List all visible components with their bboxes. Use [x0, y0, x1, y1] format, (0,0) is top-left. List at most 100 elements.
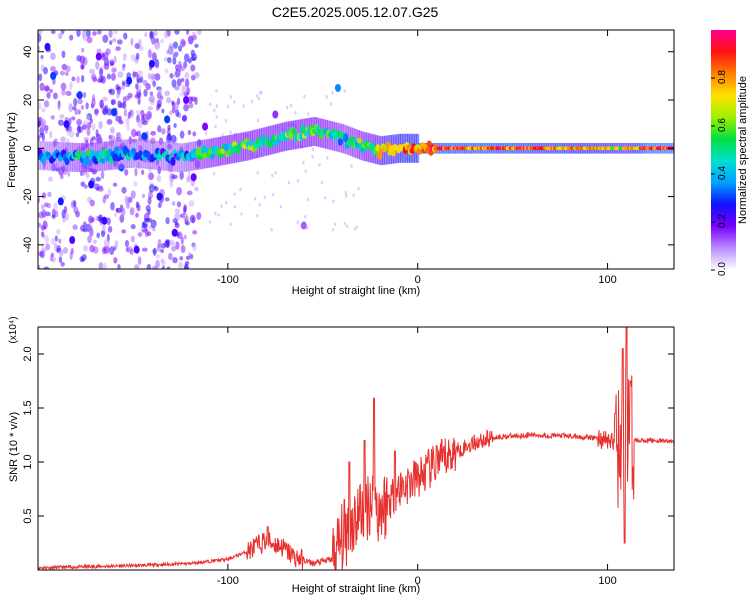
spectrogram-speckle — [111, 67, 117, 73]
spectrogram-ridge-mark — [90, 149, 96, 158]
spectrogram-speckle — [120, 207, 126, 217]
spectrogram-speckle — [330, 102, 333, 106]
spectrogram-y-tick-label: 40 — [22, 46, 34, 58]
spectrogram-speckle — [169, 110, 173, 116]
spectrogram-blob — [272, 110, 279, 119]
spectrogram-speckle — [102, 107, 108, 116]
spectrogram-ridge-mark — [209, 153, 215, 160]
spectrogram-speckle — [160, 95, 164, 101]
spectrogram-speckle — [102, 195, 107, 204]
spectrogram-speckle — [102, 246, 107, 255]
spectrogram-speckle — [121, 186, 127, 194]
spectrogram-speckle — [67, 171, 71, 177]
spectrogram-speckle — [114, 212, 118, 218]
spectrogram-speckle — [90, 73, 97, 80]
spectrogram-halo — [85, 143, 89, 173]
spectrogram-speckle — [103, 62, 110, 70]
spectrogram-speckle — [38, 102, 42, 110]
spectrogram-speckle — [116, 92, 120, 99]
spectrogram-speckle — [53, 242, 58, 252]
spectrogram-speckle — [150, 130, 156, 136]
spectrogram-speckle — [60, 30, 65, 35]
spectrogram-blob — [126, 76, 133, 85]
colorbar: 0.0 0.2 0.4 0.6 0.8 Normalized spectral ampl… — [711, 30, 749, 276]
spectrogram-speckle — [157, 239, 162, 249]
spectrogram-speckle — [50, 52, 56, 61]
snr-y-axis: 0.5 1.0 1.5 2.0 — [22, 346, 674, 524]
spectrogram-ridge-mark — [218, 152, 224, 159]
spectrogram-speckle — [137, 232, 143, 237]
spectrogram-speckle — [161, 266, 165, 269]
spectrogram-speckle — [164, 197, 170, 202]
spectrogram-speckle — [271, 192, 275, 197]
spectrogram-speckle — [129, 109, 135, 118]
spectrogram-speckle — [326, 156, 329, 160]
spectrogram-speckle — [181, 114, 187, 122]
spectrogram-speckle — [144, 32, 148, 38]
spectrogram-speckle — [161, 259, 166, 268]
spectrogram-speckle — [88, 224, 93, 230]
spectrogram-speckle — [137, 120, 144, 129]
spectrogram-blob — [202, 122, 209, 131]
spectrogram-speckle — [325, 95, 328, 99]
spectrogram-speckle — [152, 80, 157, 87]
spectrogram-speckle — [113, 257, 118, 264]
snr-scale-label: (x10⁴) — [8, 316, 19, 343]
spectrogram-speckle — [124, 195, 129, 204]
spectrogram-speckle — [214, 124, 217, 129]
spectrogram-speckle — [129, 207, 135, 216]
spectrogram-speckle — [100, 52, 105, 58]
spectrogram-speckle — [174, 85, 180, 91]
spectrogram-x-tick-label: 100 — [598, 274, 616, 286]
snr-y-tick-label: 2.0 — [22, 346, 34, 361]
spectrogram-speckle — [221, 133, 224, 137]
spectrogram-speckle — [113, 30, 118, 35]
snr-x-axis: -100 0 100 — [217, 327, 617, 587]
spectrogram-blob — [95, 52, 102, 61]
spectrogram-speckle — [80, 64, 85, 70]
spectrogram-speckle — [187, 96, 193, 104]
spectrogram-speckle — [152, 247, 157, 256]
spectrogram-speckle — [176, 201, 182, 208]
spectrogram-speckle — [183, 204, 187, 213]
spectrogram-speckle — [168, 252, 173, 261]
spectrogram-speckle — [260, 90, 263, 95]
spectrogram-ridge-mark — [170, 156, 176, 166]
spectrogram-speckle — [110, 73, 116, 81]
spectrogram-speckle — [51, 214, 56, 219]
spectrogram-speckle — [66, 129, 71, 136]
spectrogram-speckle — [187, 129, 192, 136]
spectrogram-speckle — [40, 54, 44, 60]
spectrogram-speckle — [82, 34, 88, 42]
spectrogram-speckle — [63, 246, 68, 254]
spectrogram-speckle — [99, 68, 104, 77]
spectrogram-speckle — [101, 223, 106, 232]
spectrogram-marks — [38, 30, 674, 269]
spectrogram-speckle — [98, 75, 104, 83]
spectrogram-speckle — [256, 118, 260, 123]
spectrogram-speckle — [39, 133, 44, 138]
spectrogram-speckle — [127, 111, 131, 120]
spectrogram-speckle — [175, 64, 179, 71]
spectrogram-speckle — [73, 200, 77, 208]
spectrogram-speckle — [183, 264, 190, 269]
spectrogram-speckle — [95, 60, 100, 70]
spectrogram-speckle — [187, 35, 194, 45]
spectrogram-speckle — [294, 110, 297, 115]
spectrogram-speckle — [71, 116, 76, 121]
spectrogram-speckle — [106, 217, 111, 226]
spectrogram-speckle — [256, 214, 259, 218]
spectrogram-speckle — [172, 257, 178, 264]
spectrogram-speckle — [346, 224, 349, 229]
spectrogram-speckle — [144, 113, 150, 123]
spectrogram-speckle — [140, 109, 145, 118]
spectrogram-speckle — [250, 99, 254, 104]
spectrogram-ridge-mark — [64, 156, 70, 166]
spectrogram-speckle — [190, 64, 196, 72]
spectrogram-speckle — [92, 94, 96, 102]
spectrogram-speckle — [190, 49, 196, 57]
spectrogram-speckle — [169, 180, 174, 188]
spectrogram-speckle — [130, 224, 136, 230]
spectrogram-speckle — [145, 83, 151, 91]
colorbar-ticks: 0.0 0.2 0.4 0.6 0.8 — [711, 70, 728, 276]
